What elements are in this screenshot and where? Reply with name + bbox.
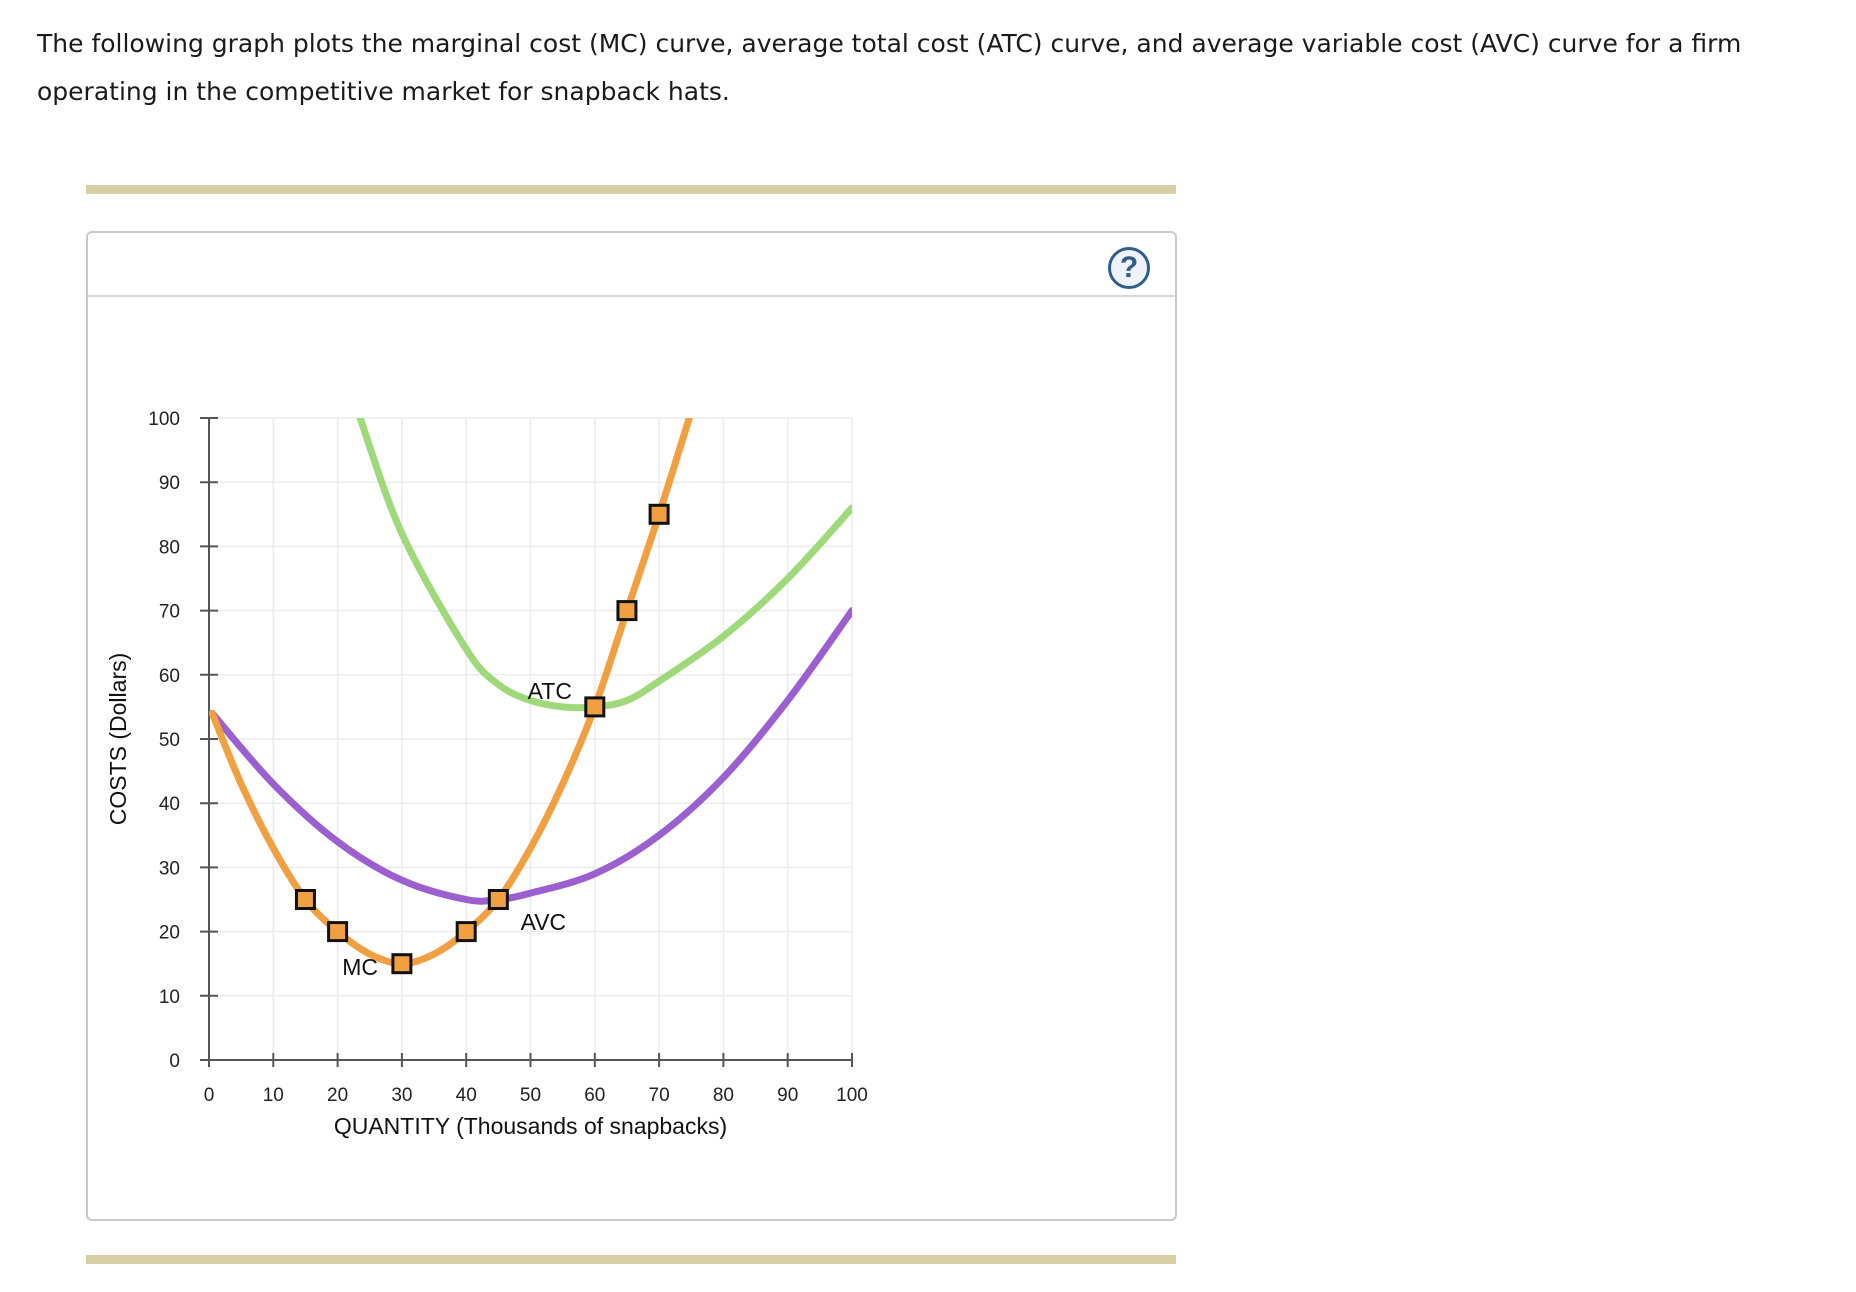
y-tick-label: 30 bbox=[159, 858, 180, 879]
atc-curve bbox=[356, 418, 852, 712]
mc-curve bbox=[209, 418, 693, 968]
x-tick-label: 30 bbox=[391, 1085, 412, 1106]
x-tick-label: 40 bbox=[456, 1085, 477, 1106]
x-tick-label: 100 bbox=[836, 1085, 868, 1106]
x-tick-label: 10 bbox=[263, 1085, 284, 1106]
mc-point-marker[interactable] bbox=[616, 600, 638, 622]
x-tick-label: 70 bbox=[649, 1085, 670, 1106]
y-axis-title: COSTS (Dollars) bbox=[105, 653, 131, 826]
x-axis-title: QUANTITY (Thousands of snapbacks) bbox=[334, 1113, 727, 1139]
avc-curve bbox=[209, 607, 852, 905]
avc-label: AVC bbox=[521, 909, 567, 935]
x-tick-label: 0 bbox=[204, 1085, 215, 1106]
mc-point-marker[interactable] bbox=[648, 503, 670, 525]
mc-point-marker[interactable] bbox=[391, 953, 413, 975]
chart-annotations: MC ATC AVC bbox=[342, 678, 572, 980]
help-question-icon[interactable]: ? bbox=[1108, 247, 1150, 289]
y-tick-label: 0 bbox=[169, 1051, 180, 1072]
y-tick-label: 60 bbox=[159, 666, 180, 687]
y-tick-label: 70 bbox=[159, 602, 180, 623]
x-tick-label: 50 bbox=[520, 1085, 541, 1106]
x-tick-label: 90 bbox=[777, 1085, 798, 1106]
x-tick-label: 60 bbox=[584, 1085, 605, 1106]
y-tick-label: 90 bbox=[159, 473, 180, 494]
y-tick-label: 50 bbox=[159, 730, 180, 751]
y-tick-label: 10 bbox=[159, 987, 180, 1008]
question-text: The following graph plots the marginal c… bbox=[37, 29, 1742, 106]
chart-markers bbox=[294, 503, 670, 975]
mc-point-marker[interactable] bbox=[584, 696, 606, 718]
bottom-divider bbox=[86, 1255, 1176, 1264]
mc-point-marker[interactable] bbox=[455, 921, 477, 943]
mc-point-marker[interactable] bbox=[294, 889, 316, 910]
mc-point-marker[interactable] bbox=[327, 921, 349, 943]
panel-header: ? bbox=[88, 233, 1175, 297]
y-tick-label: 100 bbox=[148, 409, 180, 430]
y-tick-label: 80 bbox=[159, 537, 180, 558]
graph-panel: ? bbox=[86, 231, 1177, 1221]
y-tick-label: 40 bbox=[159, 794, 180, 815]
x-tick-label: 80 bbox=[713, 1085, 734, 1106]
mc-point-marker[interactable] bbox=[487, 889, 509, 910]
chart-grid bbox=[209, 417, 853, 1060]
mc-label: MC bbox=[342, 954, 378, 980]
y-tick-label: 20 bbox=[159, 923, 180, 944]
chart-axes: 0 10 20 30 40 50 60 70 80 90 100 0 10 20 30 40 50 60 70 80 9… bbox=[148, 409, 868, 1106]
x-tick-label: 20 bbox=[327, 1085, 348, 1106]
atc-label: ATC bbox=[528, 678, 572, 704]
top-divider bbox=[86, 185, 1176, 194]
